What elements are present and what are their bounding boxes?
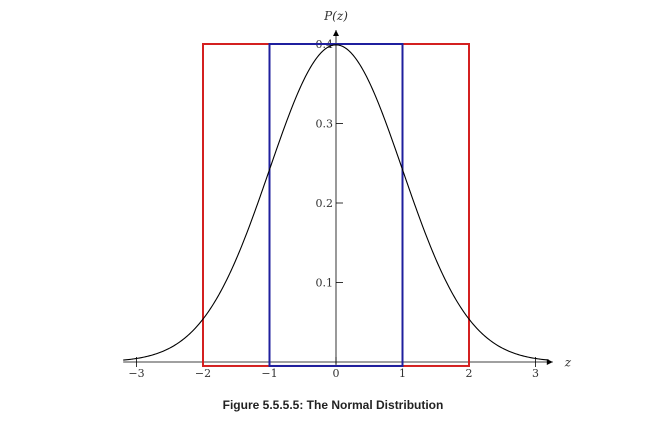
x-tick-label: 3 (532, 367, 539, 380)
x-tick-label: −2 (195, 367, 211, 380)
normal-distribution-chart: zP(z)−3 −2 −1 0 1 2 30.10.20.30.4 (123, 9, 572, 380)
x-tick-label: 2 (466, 367, 473, 380)
x-tick-label: −3 (128, 367, 144, 380)
y-tick-label: 0.2 (316, 197, 334, 210)
normal-curve-line (123, 44, 549, 361)
y-tick-label: 0.1 (316, 277, 334, 290)
figure-caption: Figure 5.5.5.5: The Normal Distribution (222, 398, 444, 412)
y-axis-label: P(z) (323, 9, 348, 23)
x-tick-label: 1 (399, 367, 406, 380)
x-axis-label: z (564, 356, 572, 370)
x-tick-label: −1 (261, 367, 277, 380)
x-tick-label: 0 (333, 367, 340, 380)
y-axis-arrow (333, 30, 339, 37)
y-tick-label: 0.3 (316, 118, 334, 131)
inner-rectangle (268, 43, 404, 367)
